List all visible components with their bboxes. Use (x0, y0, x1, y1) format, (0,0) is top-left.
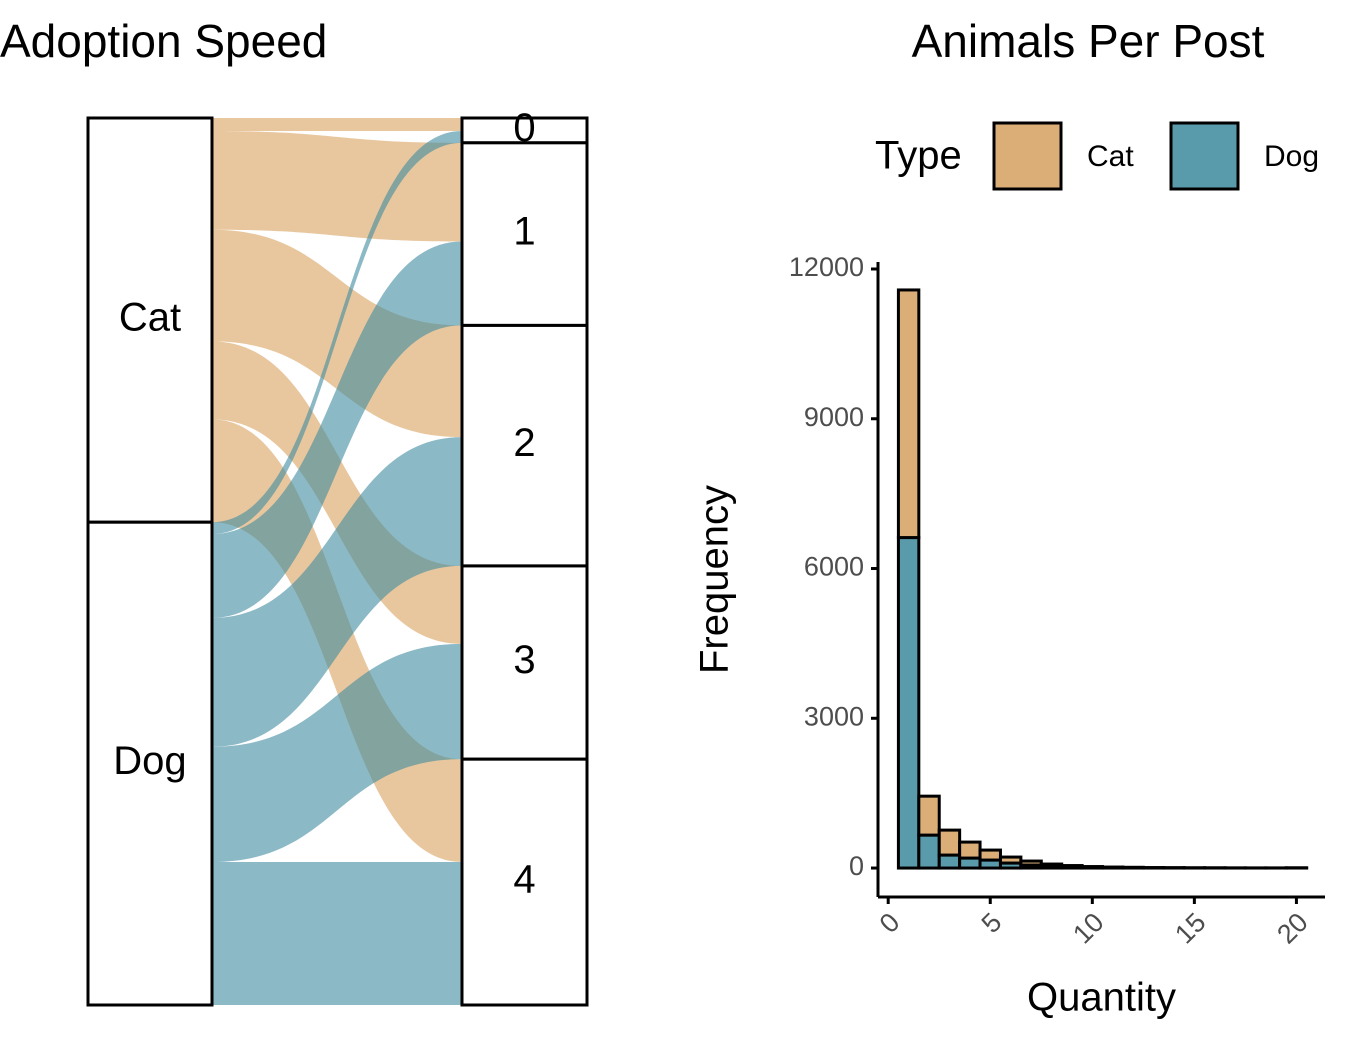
bar (917, 833, 941, 870)
target-block (460, 141, 589, 327)
flow (212, 131, 462, 242)
bar (937, 853, 962, 870)
bar (1019, 859, 1043, 867)
bar (1080, 865, 1105, 870)
x-tick-label: 10 (1067, 907, 1109, 949)
target-block (460, 323, 589, 568)
y-tick-label: 9000 (804, 402, 864, 432)
x-tick-label: 20 (1271, 907, 1313, 949)
flow (212, 131, 462, 535)
y-tick-label: 12000 (789, 252, 864, 282)
x-tick-label: 5 (976, 907, 1008, 939)
target-block (460, 757, 589, 1007)
chart-title: Adoption Speed (0, 15, 327, 67)
legend-label: Dog (1264, 140, 1319, 173)
bar (896, 288, 921, 540)
legend-key (1169, 121, 1240, 191)
target-label: 4 (513, 858, 535, 902)
legend-title: Type (875, 134, 962, 178)
source-label: Dog (113, 739, 186, 783)
bar (937, 828, 962, 857)
x-tick-label: 0 (874, 907, 906, 939)
flow (212, 118, 462, 132)
bar (978, 848, 1002, 862)
flow (212, 241, 462, 618)
target-label: 3 (513, 638, 535, 682)
flow (212, 643, 462, 862)
bar (917, 794, 941, 837)
target-label: 1 (513, 210, 535, 254)
y-tick-label: 0 (849, 851, 864, 881)
y-tick-label: 3000 (804, 701, 864, 731)
bar (1039, 862, 1064, 869)
legend-key (992, 121, 1063, 191)
bar (1060, 864, 1084, 869)
target-label: 0 (513, 106, 535, 150)
bar (896, 536, 921, 870)
bar (958, 840, 982, 860)
y-tick-label: 6000 (804, 552, 864, 582)
target-block (460, 116, 589, 145)
target-block (460, 564, 589, 761)
bar (998, 855, 1023, 865)
source-block (86, 116, 214, 524)
x-axis-title: Quantity (1027, 976, 1176, 1020)
source-label: Cat (119, 296, 181, 340)
source-block (86, 520, 214, 1007)
target-label: 2 (513, 421, 535, 465)
legend-label: Cat (1087, 140, 1134, 173)
y-axis-title: Frequency (693, 485, 737, 674)
flow (212, 437, 462, 747)
x-tick-label: 15 (1169, 907, 1211, 949)
chart-title: Animals Per Post (912, 15, 1265, 67)
flow (212, 861, 462, 1005)
